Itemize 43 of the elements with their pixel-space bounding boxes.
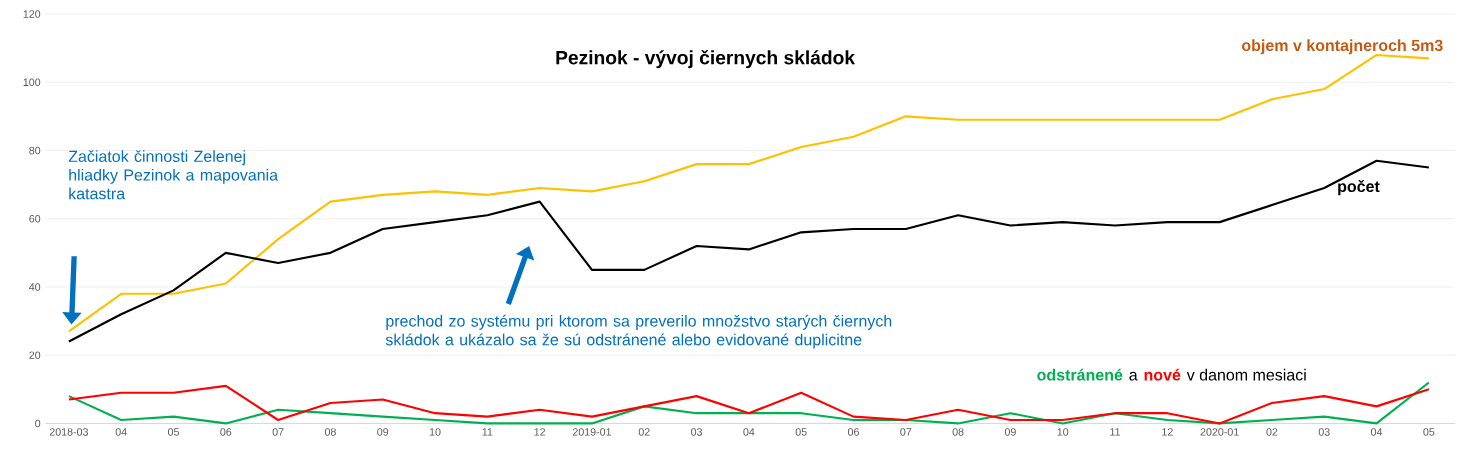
x-tick-label: 02 xyxy=(638,428,650,436)
x-tick-label: 12 xyxy=(1162,428,1173,436)
annotation: v danom mesiaci xyxy=(1186,368,1306,381)
y-tick-label: 20 xyxy=(29,351,41,359)
y-tick-label: 60 xyxy=(29,214,41,223)
x-tick-label: 05 xyxy=(795,428,807,436)
x-tick-label: 02 xyxy=(1266,428,1278,436)
series-label: počet xyxy=(1338,179,1380,196)
x-tick-label: 05 xyxy=(168,428,179,436)
x-tick-label: 11 xyxy=(1110,428,1121,436)
y-tick-label: 40 xyxy=(29,283,41,291)
x-tick-label: 08 xyxy=(952,428,964,436)
annotation: a xyxy=(1129,371,1138,381)
text: nové xyxy=(1144,368,1181,381)
x-tick-label: 09 xyxy=(377,428,389,436)
x-tick-label: 10 xyxy=(1057,428,1069,436)
x-tick-label: 07 xyxy=(900,428,912,436)
x-tick-label: 03 xyxy=(1318,428,1330,436)
x-tick-label: 03 xyxy=(691,428,703,436)
y-tick-label: 100 xyxy=(23,78,41,86)
x-tick-label: 04 xyxy=(743,428,755,436)
annotation: Začiatok činnosti Zelenej hliadky Pezinok a mapovania katastra xyxy=(68,150,279,200)
x-tick-label: 04 xyxy=(1371,428,1383,436)
series-label: objem v kontajneroch 5m3 xyxy=(1242,39,1443,55)
x-tick-label: 2020-01 xyxy=(1200,428,1239,436)
y-tick-label: 80 xyxy=(29,146,41,155)
x-tick-label: 06 xyxy=(847,428,859,436)
x-tick-label: 09 xyxy=(1004,428,1016,436)
x-tick-label: 11 xyxy=(482,428,493,436)
annotation: prechod zo systému pri ktorom sa preverilo množstvo starých čiernych skládok a ukázalo sa že sú odstránené alebo evidované duplicitne xyxy=(385,314,892,349)
y-tick-label: 0 xyxy=(35,419,41,428)
text: odstránené xyxy=(1037,368,1123,381)
x-tick-label: 08 xyxy=(324,428,336,436)
x-tick-label: 06 xyxy=(220,428,232,436)
x-tick-label: 05 xyxy=(1423,428,1435,436)
x-tick-label: 07 xyxy=(272,428,284,436)
x-tick-label: 12 xyxy=(534,428,546,436)
y-tick-label: 120 xyxy=(23,10,41,18)
text: Pezinok - vývoj čiernych skládok xyxy=(556,49,856,69)
x-tick-label: 2019-01 xyxy=(572,428,612,436)
x-tick-label: 2018-03 xyxy=(49,428,88,436)
x-tick-label: 04 xyxy=(115,428,127,436)
x-tick-label: 10 xyxy=(429,428,441,436)
